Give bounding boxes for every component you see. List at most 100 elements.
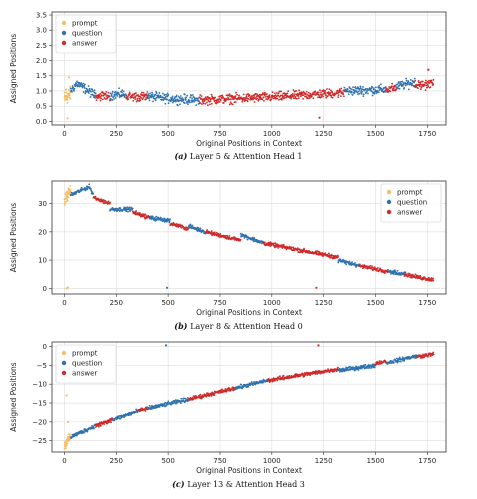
- answer-point: [273, 246, 276, 249]
- question-outlier-point: [164, 344, 168, 347]
- answer-point: [230, 102, 233, 105]
- prompt-point: [69, 191, 72, 194]
- question-point: [163, 93, 166, 96]
- question-point: [127, 210, 129, 213]
- answer-point: [94, 195, 97, 198]
- answer-point: [236, 93, 238, 96]
- legend-label-question: question: [72, 30, 102, 38]
- answer-point: [392, 87, 395, 90]
- panel-3: 0 250 500 750 1000 1250 1500 1750 0 −5 −10 −15 −20 −2…: [9, 341, 447, 489]
- question-point: [117, 92, 120, 94]
- answer-point: [210, 97, 213, 100]
- question-point: [357, 93, 359, 96]
- answer-point: [218, 100, 221, 103]
- answer-point: [144, 213, 147, 216]
- question-point: [164, 102, 167, 105]
- legend-label-question: question: [72, 360, 102, 368]
- question-point: [349, 365, 352, 368]
- prompt-point: [69, 96, 71, 99]
- question-point: [76, 434, 78, 437]
- prompt-point: [69, 98, 72, 101]
- question-point: [88, 183, 91, 186]
- answer-point: [235, 91, 237, 94]
- question-point: [119, 207, 122, 210]
- question-point: [90, 90, 92, 93]
- question-point: [182, 99, 185, 102]
- legend-marker-answer: [61, 40, 67, 46]
- question-point: [109, 92, 112, 95]
- answer-point: [238, 94, 240, 97]
- answer-point: [108, 99, 111, 102]
- answer-point: [199, 102, 202, 104]
- question-point: [166, 92, 169, 95]
- legend-marker-prompt: [61, 20, 67, 26]
- answer-point: [378, 360, 381, 362]
- question-point: [84, 83, 86, 86]
- y-tick-label: 2.0: [36, 57, 47, 65]
- answer-point: [142, 93, 144, 96]
- x-tick-label: 0: [62, 130, 66, 138]
- question-point: [146, 91, 149, 93]
- x-tick-label: 1000: [263, 299, 281, 307]
- y-tick-label: −5: [37, 362, 47, 370]
- legend-marker-question: [61, 30, 67, 36]
- question-point: [71, 85, 74, 87]
- question-point: [89, 96, 92, 98]
- question-point: [158, 406, 161, 408]
- answer-point: [269, 96, 271, 99]
- question-point: [186, 397, 189, 399]
- answer-point: [203, 99, 206, 102]
- answer-point: [317, 96, 319, 99]
- question-point: [94, 97, 97, 99]
- answer-point: [280, 90, 283, 93]
- question-point: [84, 92, 87, 95]
- question-point: [357, 369, 360, 371]
- caption-prefix: (c): [172, 479, 187, 489]
- answer-point: [312, 97, 315, 100]
- answer-point: [273, 95, 276, 97]
- answer-point: [432, 279, 435, 282]
- prompt-outlier-point: [67, 420, 70, 423]
- question-point: [169, 218, 171, 221]
- question-point: [162, 92, 164, 95]
- answer-point: [313, 93, 315, 96]
- prompt-point: [65, 91, 68, 94]
- answer-point: [320, 96, 323, 98]
- question-point: [351, 93, 354, 96]
- question-point: [415, 354, 418, 357]
- question-point: [190, 101, 193, 104]
- question-point: [356, 91, 359, 94]
- question-point: [378, 91, 380, 94]
- question-point: [393, 273, 395, 276]
- answer-point: [276, 379, 279, 382]
- question-point: [261, 379, 263, 382]
- answer-point: [340, 87, 343, 90]
- question-point: [69, 87, 72, 90]
- question-point: [396, 361, 399, 364]
- question-outlier-point: [165, 286, 169, 289]
- answer-point: [292, 97, 295, 100]
- prompt-point: [68, 94, 71, 97]
- x-tick-label: 500: [161, 299, 174, 307]
- question-point: [243, 237, 246, 239]
- question-point: [88, 87, 91, 90]
- answer-point: [110, 419, 113, 421]
- question-point: [159, 94, 162, 97]
- legend-marker-answer: [386, 209, 392, 215]
- question-point: [70, 191, 73, 194]
- answer-point: [329, 91, 332, 94]
- answer-point: [331, 96, 334, 99]
- question-point: [116, 95, 119, 97]
- answer-point: [333, 370, 336, 373]
- answer-outlier-point: [315, 286, 318, 289]
- answer-point: [429, 86, 432, 89]
- answer-point: [251, 95, 253, 98]
- legend-label-prompt: prompt: [72, 20, 98, 28]
- answer-point: [199, 96, 201, 99]
- answer-point: [262, 96, 265, 99]
- y-axis-label: Assigned Positions: [9, 203, 18, 273]
- question-point: [86, 188, 89, 191]
- answer-point: [279, 375, 281, 377]
- question-point: [191, 94, 194, 96]
- y-tick-label: 0.5: [36, 103, 47, 111]
